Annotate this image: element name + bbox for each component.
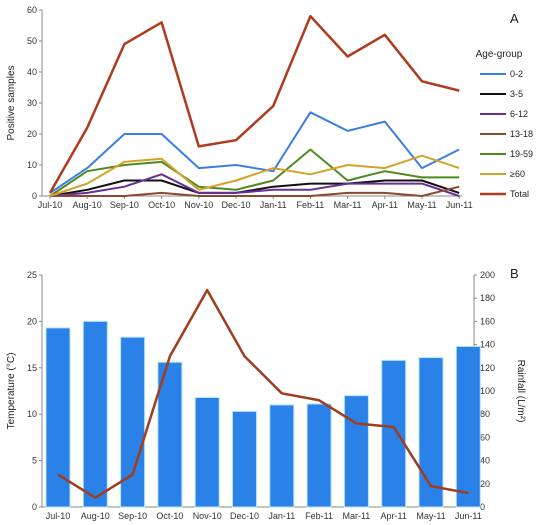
temperature-bar — [45, 327, 71, 508]
x-tick-label-a: Apr-11 — [372, 200, 398, 210]
x-tick-label-a: Dec-10 — [221, 200, 250, 210]
series-line-6-12 — [49, 173, 460, 197]
y-axis-label-b-left: Temperature (°C) — [6, 353, 17, 430]
x-tick-label-a: Nov-10 — [184, 200, 213, 210]
y-tick-label-b-left: 20 — [27, 316, 37, 326]
y-tick-label-b-left: 5 — [32, 456, 37, 466]
temperature-bar — [194, 396, 220, 508]
legend-title: Age-group — [476, 49, 523, 60]
x-tick-label-b: Mar-11 — [342, 511, 370, 521]
temperature-bar — [157, 361, 183, 508]
x-tick-label-a: May-11 — [407, 200, 436, 210]
y-tick-label-b-right: 140 — [480, 340, 495, 350]
x-tick-label-a: Feb-11 — [296, 200, 324, 210]
x-tick-label-a: Oct-10 — [148, 200, 175, 210]
y-tick-label-b-right: 0 — [480, 502, 485, 512]
y-tick-label-a: 60 — [27, 5, 37, 15]
legend-label-0-2: 0-2 — [510, 69, 523, 79]
x-tick-label-b: Oct-10 — [156, 511, 183, 521]
x-tick-label-a: Mar-11 — [334, 200, 362, 210]
y-tick-label-b-right: 40 — [480, 456, 490, 466]
temperature-bar — [269, 404, 295, 508]
y-axis-label-a: Positive samples — [6, 65, 17, 140]
y-tick-label-b-right: 60 — [480, 432, 490, 442]
temperature-bar — [82, 320, 108, 508]
y-tick-label-b-right: 120 — [480, 363, 495, 373]
panel-b: 0 5 10 15 20 25 0 20 40 60 80 100 120 140 160 180 200 Jul… — [6, 266, 526, 521]
legend-label-13-18: 13-18 — [510, 129, 533, 139]
x-tick-label-b: Jul-10 — [46, 511, 71, 521]
x-tick-label-b: Aug-10 — [81, 511, 110, 521]
series-line-3-5 — [49, 179, 460, 197]
x-tick-label-b: Dec-10 — [230, 511, 259, 521]
x-tick-label-a: Sep-10 — [110, 200, 139, 210]
y-tick-label-b-left: 10 — [27, 409, 37, 419]
y-tick-label-a: 20 — [27, 129, 37, 139]
temperature-bar — [306, 403, 332, 508]
y-tick-label-b-right: 20 — [480, 479, 490, 489]
x-tick-label-b: May-11 — [416, 511, 445, 521]
x-tick-label-b: Jan-11 — [268, 511, 295, 521]
y-tick-label-b-right: 80 — [480, 409, 490, 419]
x-tick-label-b: Nov-10 — [193, 511, 222, 521]
legend-label-6-12: 6-12 — [510, 109, 528, 119]
y-tick-label-b-right: 160 — [480, 316, 495, 326]
y-tick-label-a: 10 — [27, 160, 37, 170]
legend-label-gte60: ≥60 — [510, 169, 525, 179]
y-tick-label-b-right: 200 — [480, 270, 495, 280]
temperature-bar — [232, 410, 257, 508]
y-tick-label-b-left: 0 — [32, 502, 37, 512]
x-tick-label-a: Jun-11 — [446, 200, 473, 210]
legend-label-total: Total — [510, 189, 529, 199]
temperature-bar — [120, 336, 146, 508]
y-tick-label-b-left: 15 — [27, 363, 37, 373]
legend-label-3-5: 3-5 — [510, 89, 523, 99]
y-tick-label-a: 50 — [27, 36, 37, 46]
panel-label-a: A — [510, 11, 519, 26]
y-tick-label-b-left: 25 — [27, 270, 37, 280]
y-axis-label-b-right: Rainfall (L/m²) — [515, 360, 526, 423]
panel-a: 0 10 20 30 40 50 60 Jul-10 Aug-10 Sep-10 Oct-10 Nov… — [6, 5, 533, 210]
x-tick-label-a: Aug-10 — [73, 200, 102, 210]
rainfall-line — [57, 288, 469, 499]
x-tick-label-b: Apr-11 — [381, 511, 407, 521]
x-tick-label-b: Feb-11 — [305, 511, 333, 521]
y-tick-label-a: 0 — [32, 191, 37, 201]
series-line-13-18 — [50, 185, 460, 197]
temperature-bar — [343, 395, 369, 508]
y-tick-label-b-right: 100 — [480, 386, 495, 396]
series-line-total — [48, 14, 460, 194]
y-tick-label-b-right: 180 — [480, 293, 495, 303]
x-tick-label-a: Jul-10 — [38, 200, 63, 210]
x-tick-label-a: Jan-11 — [260, 200, 287, 210]
legend-label-19-59: 19-59 — [510, 149, 533, 159]
series-line-0-2 — [49, 111, 460, 194]
panel-label-b: B — [510, 266, 519, 281]
y-tick-label-a: 30 — [27, 98, 37, 108]
temperature-bar — [418, 357, 444, 508]
y-tick-label-a: 40 — [27, 67, 37, 77]
temperature-bar — [455, 345, 481, 508]
series-line-gte60 — [49, 154, 460, 197]
x-tick-label-b: Jun-11 — [455, 511, 482, 521]
x-tick-label-b: Sep-10 — [118, 511, 147, 521]
temperature-bar — [381, 359, 407, 508]
